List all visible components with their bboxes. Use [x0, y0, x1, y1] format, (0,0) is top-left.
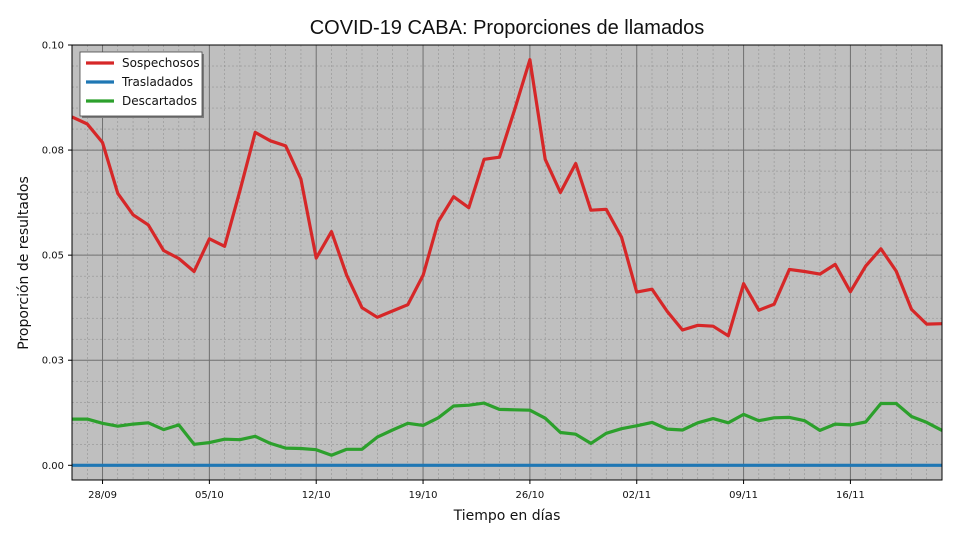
x-axis-label: Tiempo en días: [453, 508, 561, 524]
legend-label: Trasladados: [121, 75, 193, 89]
series-line-descartados: [72, 401, 943, 457]
legend-label: Sospechosos: [122, 56, 200, 70]
x-tick-label: 12/10: [302, 490, 331, 501]
y-axis-label: Proporción de resultados: [16, 176, 32, 349]
y-tick-label: 0.10: [42, 41, 64, 52]
y-tick-label: 0.08: [42, 146, 64, 157]
x-tick-label: 16/11: [836, 490, 865, 501]
y-tick-label: 0.05: [42, 251, 64, 262]
x-tick-label: 19/10: [409, 490, 438, 501]
chart-title: COVID-19 CABA: Proporciones de llamados: [310, 17, 705, 39]
series-line-sospechosos: [71, 58, 943, 338]
x-tick-label: 05/10: [195, 490, 224, 501]
x-tick-label: 28/09: [88, 490, 117, 501]
x-tick-label: 09/11: [729, 490, 758, 501]
legend-label: Descartados: [122, 94, 197, 108]
x-tick-label: 26/10: [515, 490, 544, 501]
legend: Sospechosos Trasladados Descartados: [79, 51, 204, 118]
plot-frame: [71, 44, 943, 481]
x-tick-label: 02/11: [622, 490, 651, 501]
plot-area: [72, 45, 942, 480]
y-tick-label: 0.03: [42, 356, 64, 367]
y-tick-label: 0.00: [42, 461, 64, 472]
